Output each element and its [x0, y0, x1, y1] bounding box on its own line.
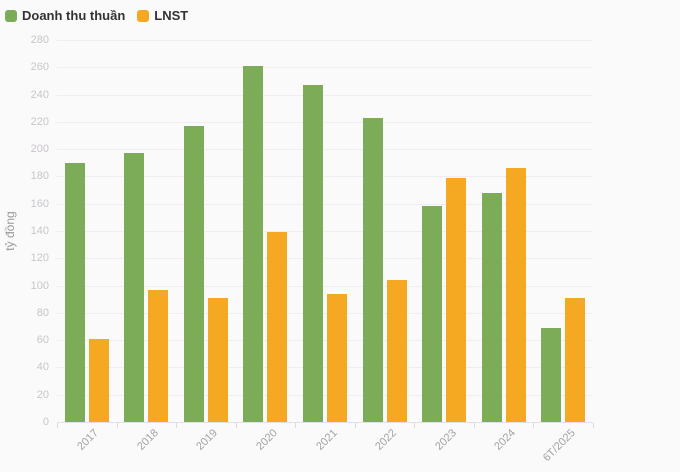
legend-swatch-orange-icon [137, 9, 150, 22]
x-axis-tick [414, 423, 416, 428]
x-axis-tick [57, 423, 58, 428]
legend-swatch-green-icon [5, 9, 17, 22]
x-axis-label-2024: 2024 [492, 427, 519, 453]
y-axis-tick-label: 40 [36, 361, 49, 374]
x-axis-label-6T2025: 6T/2025 [540, 427, 578, 465]
x-axis-label-2018: 2018 [135, 427, 161, 453]
bar-lnst-2022[interactable] [386, 280, 407, 422]
bar-doanh-thu-thuan-2019[interactable] [183, 125, 204, 422]
x-axis-tick [116, 423, 118, 428]
gridline [57, 67, 593, 69]
y-axis-tick-label: 160 [30, 197, 49, 210]
gridline [57, 176, 593, 178]
x-axis-label-2023: 2023 [432, 427, 459, 453]
x-axis-tick [295, 423, 297, 428]
bar-doanh-thu-thuan-2023[interactable] [422, 206, 443, 422]
x-axis-tick [176, 423, 178, 428]
gridline [57, 340, 593, 342]
y-axis-tick-label: 60 [36, 334, 49, 347]
legend-item-doanh-thu-thuan[interactable]: Doanh thu thuần [5, 8, 125, 23]
gridline [57, 40, 593, 41]
bar-doanh-thu-thuan-2022[interactable] [362, 117, 383, 422]
x-axis-tick [533, 423, 535, 428]
gridline [57, 149, 593, 151]
bar-lnst-2018[interactable] [148, 289, 169, 422]
y-axis-tick-label: 180 [30, 170, 49, 183]
bar-lnst-2019[interactable] [207, 297, 228, 422]
legend-label-doanh-thu-thuan: Doanh thu thuần [22, 8, 126, 23]
y-axis-tick-label: 240 [30, 88, 49, 101]
y-axis-tick-label: 280 [30, 34, 49, 46]
gridline [57, 94, 593, 96]
bar-lnst-2020[interactable] [267, 232, 288, 422]
x-axis-line [57, 422, 593, 423]
gridline [57, 203, 593, 205]
bar-lnst-6T2025[interactable] [565, 297, 586, 422]
chart-legend: Doanh thu thuần LNST [5, 8, 188, 23]
bar-lnst-2023[interactable] [446, 177, 467, 422]
bar-doanh-thu-thuan-6T2025[interactable] [541, 327, 562, 422]
y-axis-tick-label: 100 [30, 279, 49, 292]
gridline [57, 394, 593, 396]
bar-lnst-2021[interactable] [327, 293, 347, 422]
bar-doanh-thu-thuan-2021[interactable] [303, 85, 323, 422]
bar-lnst-2017[interactable] [88, 338, 109, 422]
gridline [57, 258, 593, 260]
legend-item-lnst[interactable]: LNST [137, 8, 188, 23]
x-axis-tick [235, 423, 237, 428]
y-axis-tick-label: 120 [30, 252, 49, 265]
bar-doanh-thu-thuan-2020[interactable] [243, 65, 264, 422]
bar-lnst-2024[interactable] [505, 168, 526, 422]
y-axis-tick-label: 140 [30, 225, 49, 237]
bar-doanh-thu-thuan-2018[interactable] [124, 153, 145, 422]
x-axis-label-2017: 2017 [75, 427, 102, 453]
legend-label-lnst: LNST [154, 8, 189, 23]
bar-doanh-thu-thuan-2024[interactable] [481, 192, 502, 422]
y-axis-tick-label: 20 [36, 388, 49, 401]
x-axis-label-2020: 2020 [254, 427, 280, 453]
x-axis-label-2019: 2019 [194, 427, 221, 453]
x-axis-tick [593, 423, 594, 428]
gridline [57, 367, 593, 369]
x-axis-tick [473, 423, 475, 428]
y-axis-tick-label: 260 [30, 61, 49, 74]
y-axis-tick-label: 0 [42, 416, 49, 428]
y-axis-tick-label: 220 [30, 115, 49, 128]
gridline [57, 312, 593, 314]
bar-doanh-thu-thuan-2017[interactable] [64, 162, 85, 422]
y-axis-tick-label: 80 [36, 306, 49, 319]
plot-area [57, 40, 593, 422]
y-axis-tick-label: 200 [30, 143, 49, 156]
gridline [57, 285, 593, 287]
x-axis-label-2021: 2021 [313, 427, 340, 453]
x-axis-label-2022: 2022 [373, 427, 400, 453]
gridline [57, 121, 593, 123]
x-axis-tick [354, 423, 356, 428]
gridline [57, 231, 593, 232]
